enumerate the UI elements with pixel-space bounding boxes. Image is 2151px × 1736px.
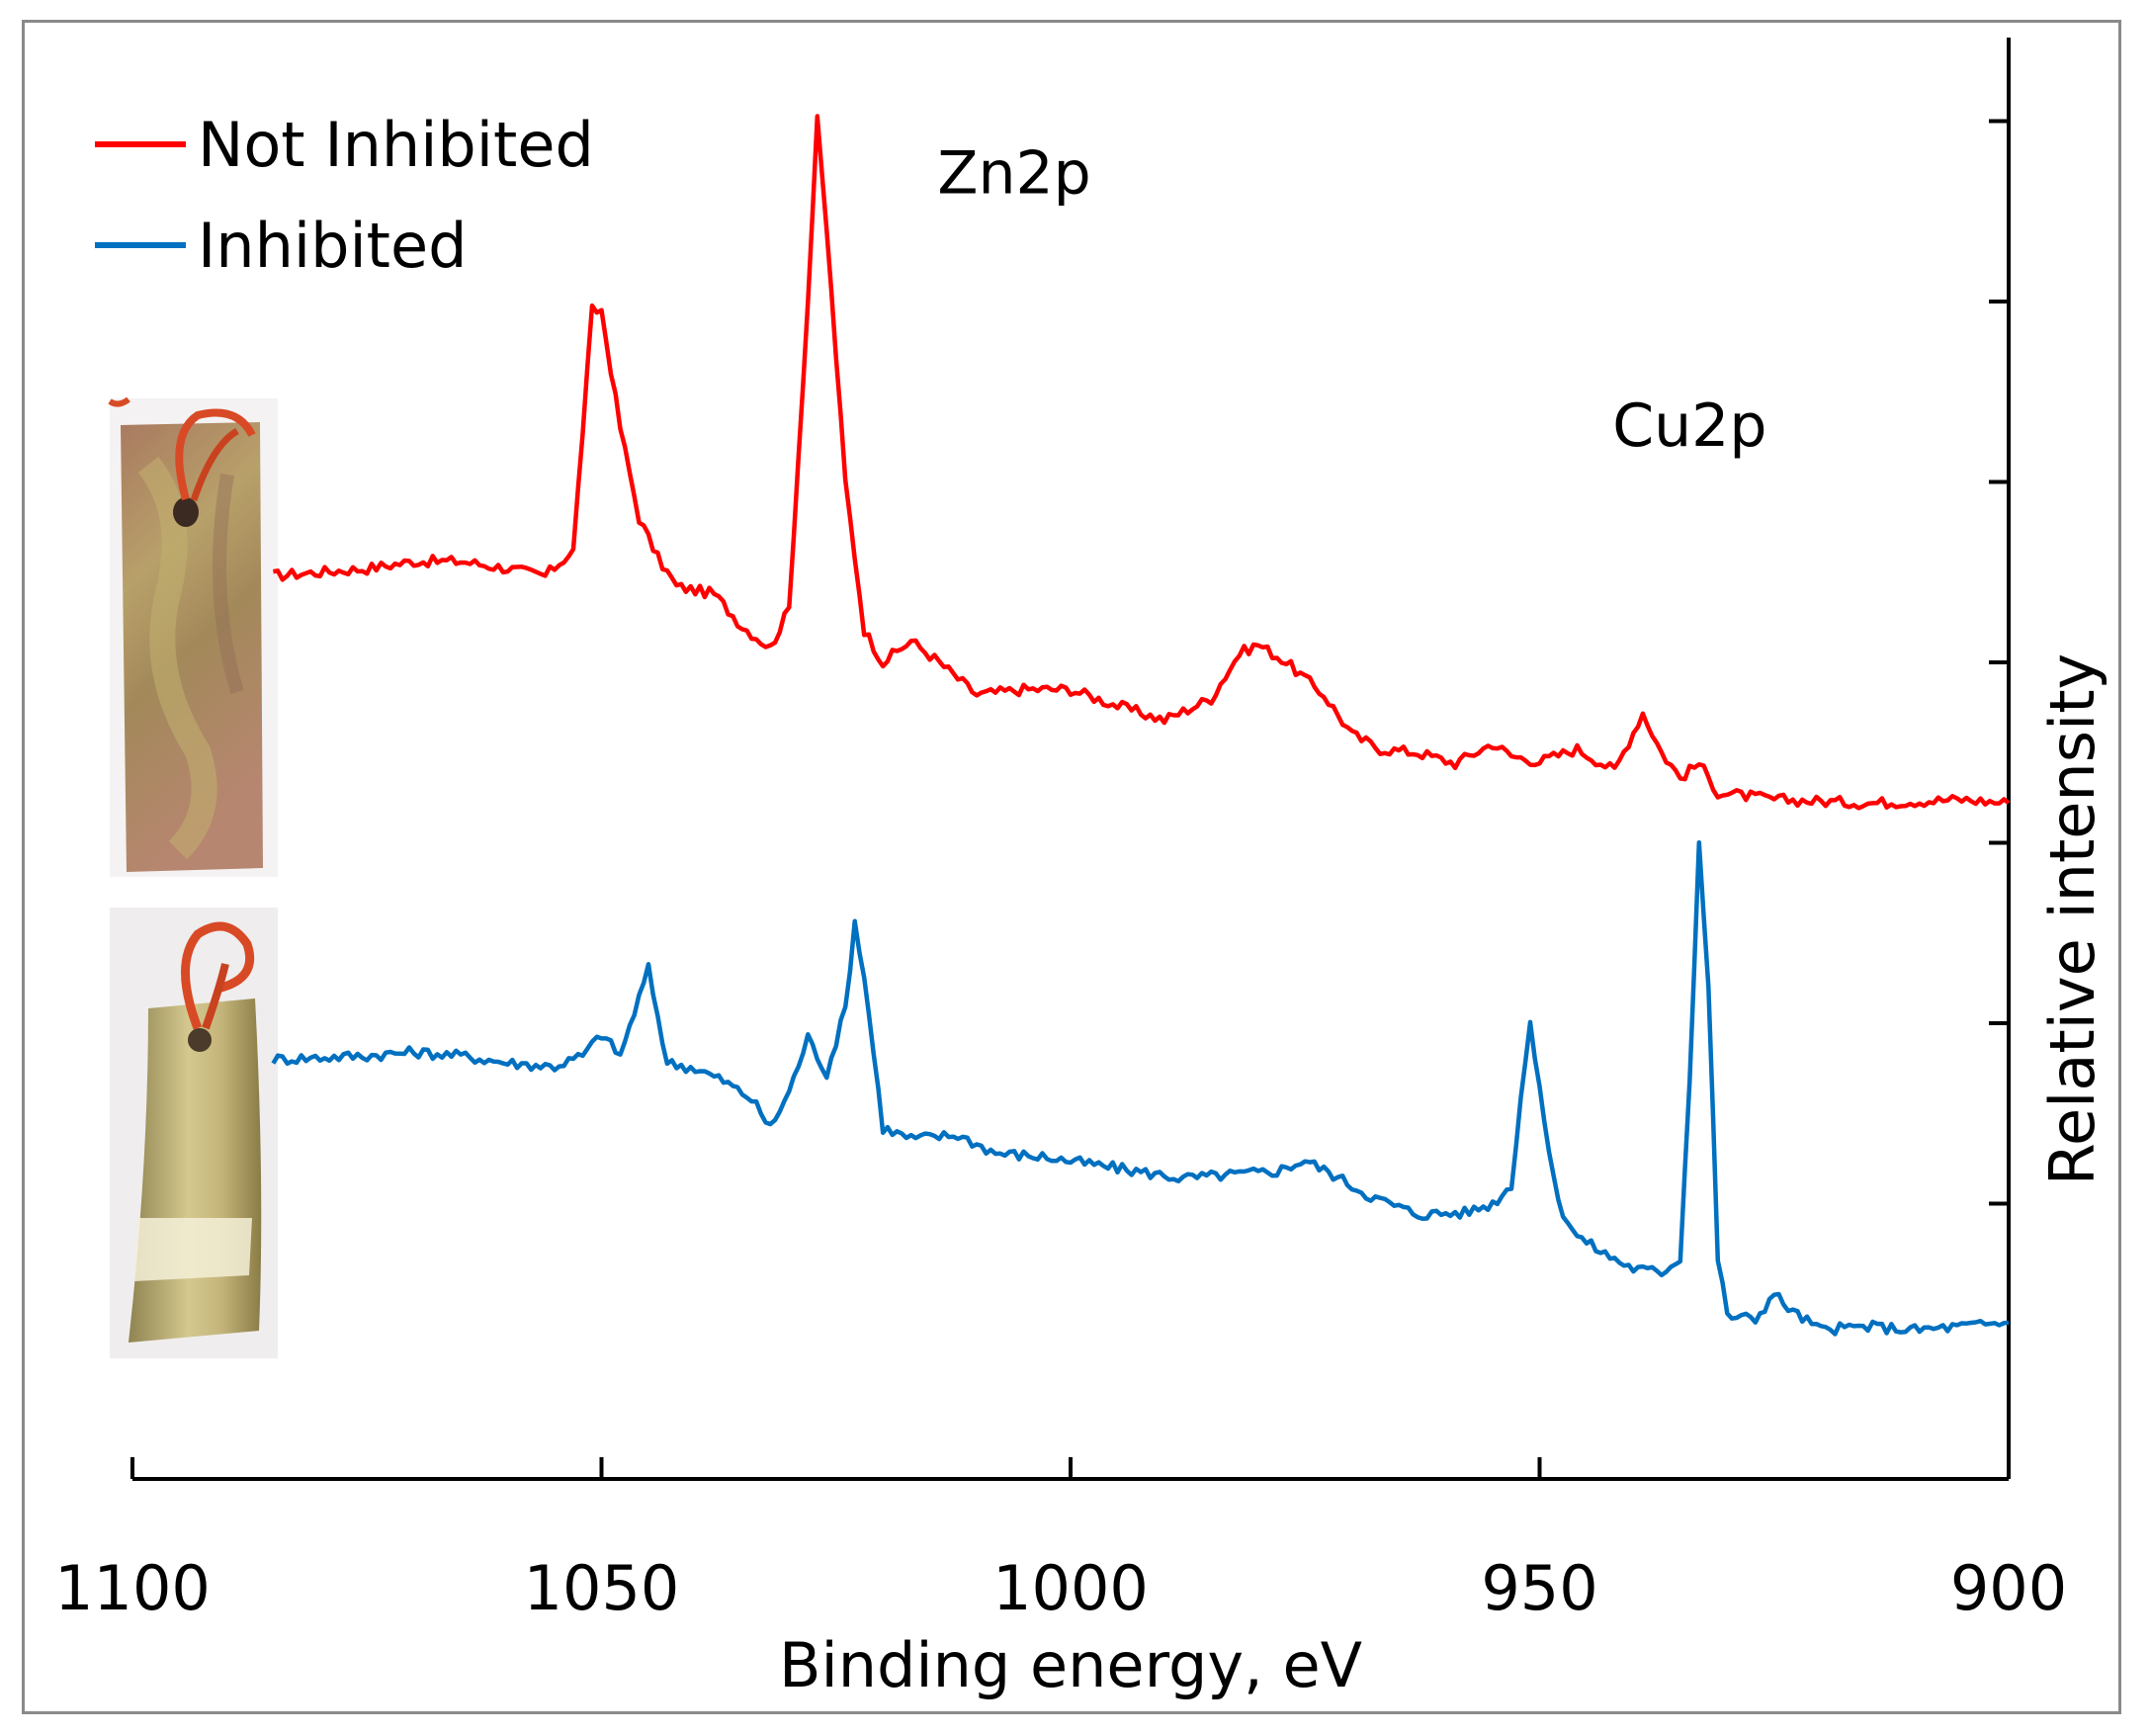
annotation-cu2p: Cu2p [1612,391,1766,461]
legend: Not Inhibited Inhibited [95,109,594,282]
x-axis-title: Binding energy, eV [779,1629,1362,1701]
annotation-zn2p: Zn2p [937,139,1090,209]
x-tick-label: 1000 [992,1552,1149,1624]
x-tick-label: 1100 [54,1552,211,1624]
polished-specimen-photo [110,908,278,1358]
legend-label-inhibited: Inhibited [198,210,468,282]
x-axis-ticks: 1100 1050 1000 950 900 [54,1457,2067,1624]
x-tick-label: 1050 [524,1552,680,1624]
legend-label-not-inhibited: Not Inhibited [198,109,594,181]
corroded-specimen-photo [108,396,278,877]
series-line-not-inhibited [273,114,2011,811]
x-tick-label: 900 [1950,1552,2067,1624]
y-axis-title: Relative intensity [2036,653,2108,1186]
y-axis-ticks [1989,119,2009,1206]
figure-frame [22,20,2121,1714]
x-tick-label: 950 [1481,1552,1597,1624]
series-line-inhibited [271,840,2010,1337]
